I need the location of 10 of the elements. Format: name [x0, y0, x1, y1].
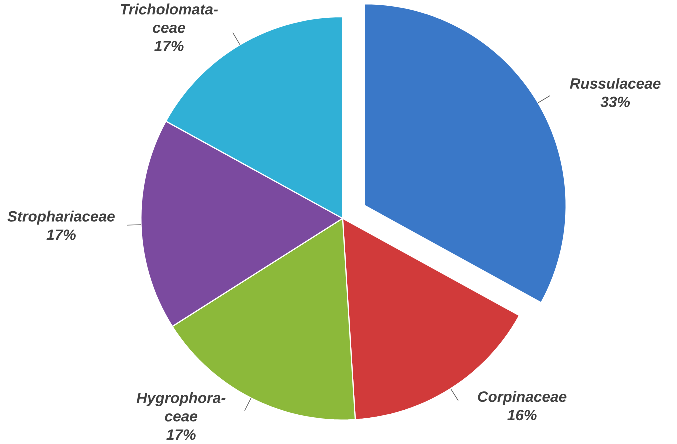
data-label: 16% — [508, 410, 537, 421]
slice-label: Russulaceae — [570, 78, 661, 90]
data-label: 17% — [154, 41, 184, 52]
data-label: 33% — [600, 96, 630, 108]
slice-label: Corpinaceae — [478, 391, 567, 406]
data-label: 17% — [166, 430, 196, 440]
slice-label: Strophariaceae — [8, 210, 115, 225]
slice-label: Hygrophora-ceae — [136, 392, 226, 422]
data-label: 17% — [46, 230, 76, 240]
slice-label: Tricholomata-ceae — [121, 4, 218, 34]
